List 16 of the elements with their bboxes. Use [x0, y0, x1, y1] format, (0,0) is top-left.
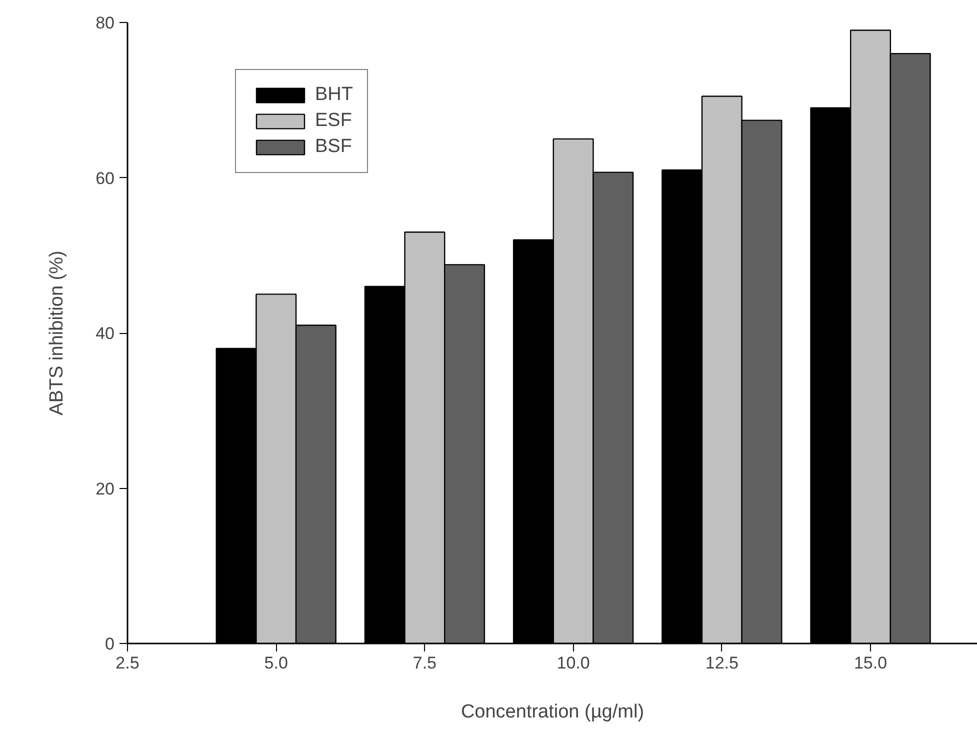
legend-label: BHT	[315, 84, 353, 106]
x-axis-title: Concentration (µg/ml)	[460, 702, 644, 722]
y-tick-label: 20	[96, 479, 115, 498]
y-tick-label: 0	[105, 634, 115, 654]
x-tick-label: 2.5	[116, 654, 140, 672]
x-tick-label: 15.0	[854, 654, 888, 672]
y-tick-label: 80	[96, 14, 115, 32]
y-tick-label: 60	[96, 168, 115, 188]
x-tick-label: 10.0	[556, 654, 590, 672]
x-tick-label: 5.0	[264, 654, 288, 672]
legend-label: BSF	[315, 136, 352, 158]
legend-label: ESF	[315, 110, 352, 132]
x-tick-label: 7.5	[412, 654, 437, 672]
x-tick-label: 12.5	[705, 654, 738, 672]
y-tick-label: 40	[96, 324, 115, 343]
y-axis-title: ABTS inhibition (%)	[46, 250, 68, 416]
